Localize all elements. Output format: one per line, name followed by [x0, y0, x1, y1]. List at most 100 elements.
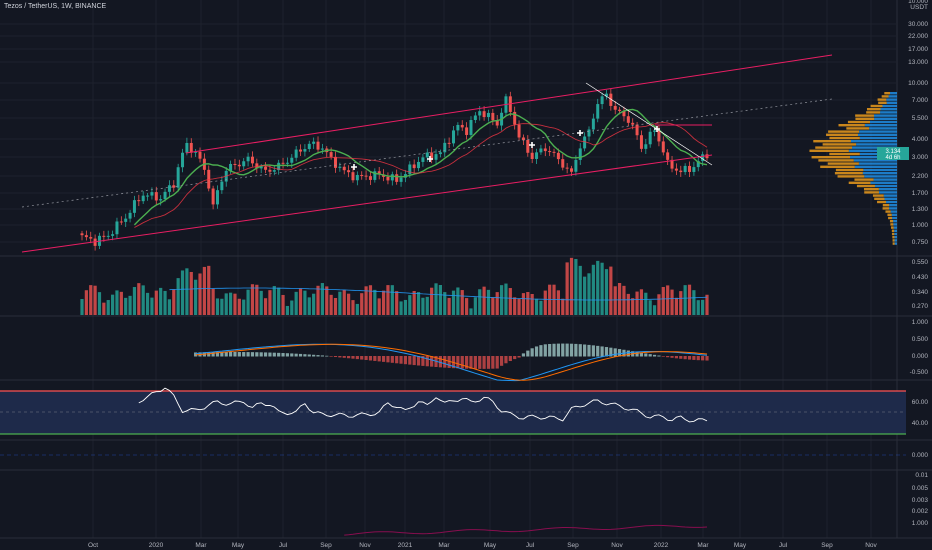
macd-histogram-bar — [613, 348, 617, 357]
volume-bar — [648, 300, 652, 315]
last-price-countdown: 4d 6h — [885, 155, 900, 161]
candle — [421, 157, 425, 162]
candle — [486, 112, 490, 118]
rsi-tick-label: 40.00 — [912, 420, 929, 427]
volume-bar — [460, 290, 464, 315]
macd-histogram-bar — [578, 344, 582, 357]
candle — [132, 200, 136, 213]
candle — [670, 159, 674, 169]
candle — [578, 148, 582, 160]
vp-bar-down — [857, 133, 897, 136]
vp-bar-up — [882, 207, 890, 210]
vp-bar-down — [894, 232, 897, 236]
candle — [583, 136, 587, 149]
vp-bar-down — [854, 165, 897, 168]
volume-bar — [259, 290, 263, 315]
candle — [159, 199, 163, 201]
vp-bar-up — [870, 104, 883, 108]
candle — [294, 149, 298, 158]
macd-histogram-bar — [692, 356, 696, 360]
macd-histogram-bar — [373, 356, 377, 361]
macd-histogram-bar — [342, 356, 346, 358]
volume-bar — [465, 298, 469, 315]
volume-bar — [622, 285, 626, 315]
candle — [609, 93, 613, 106]
rsi-band — [0, 391, 906, 434]
candle — [639, 135, 643, 149]
macd-tick-label: 0.500 — [912, 336, 929, 343]
candle — [377, 171, 381, 175]
macd-histogram-bar — [298, 353, 303, 357]
vp-bar-up — [874, 197, 885, 200]
price-tick-label: 1.700 — [912, 190, 929, 197]
volume-bar — [351, 300, 355, 315]
volume-bar — [224, 293, 228, 315]
candle — [552, 151, 556, 153]
macd-histogram-bar — [534, 346, 539, 357]
volume-bar — [215, 298, 220, 315]
vp-bar-down — [869, 127, 897, 130]
vp-bar-up — [835, 168, 864, 172]
macd-histogram-bar — [263, 352, 268, 357]
candle — [237, 164, 241, 167]
blank-indicator-tick-label: 0.000 — [912, 452, 929, 459]
candle — [482, 111, 486, 118]
macd-histogram-bar — [705, 356, 709, 361]
volume-bar — [373, 289, 377, 315]
candle — [303, 149, 307, 152]
price-axis-top-label: 10.000 — [908, 0, 928, 5]
candle — [89, 237, 93, 239]
macd-histogram-bar — [635, 351, 639, 357]
channel-midline — [21, 98, 833, 208]
macd-histogram-bar — [338, 356, 342, 358]
macd-histogram-bar — [425, 356, 429, 367]
volume-bar — [115, 290, 119, 315]
signal-line — [195, 343, 708, 381]
macd-histogram-bar — [609, 347, 613, 357]
candle — [443, 142, 447, 153]
volume-bar — [604, 269, 609, 315]
candle — [683, 165, 687, 173]
volume-bar — [508, 288, 512, 315]
volume-bar — [364, 286, 368, 315]
candle — [167, 185, 171, 192]
candle — [172, 185, 176, 188]
candle — [351, 172, 355, 181]
x-tick-label: 2020 — [149, 542, 164, 549]
volume-bar — [556, 290, 560, 315]
macd-histogram-bar — [543, 344, 547, 357]
candle — [329, 152, 333, 157]
macd-histogram-bar — [552, 343, 556, 357]
macd-histogram-bar — [639, 352, 644, 357]
vp-bar-up — [834, 172, 863, 175]
candle — [146, 195, 150, 197]
candle — [600, 96, 604, 105]
rsi-line — [138, 387, 708, 423]
macd-histogram-bar — [495, 356, 499, 369]
macd-histogram-bar — [255, 352, 259, 357]
macd-histogram-bar — [661, 356, 665, 357]
macd-histogram-bar — [211, 352, 215, 357]
volume-bar — [670, 289, 674, 315]
volume-bar — [320, 283, 324, 315]
macd-histogram-bar — [220, 352, 224, 357]
candle — [386, 176, 390, 181]
vp-bar-down — [878, 191, 897, 194]
volume-bar — [600, 262, 604, 315]
macd-histogram-bar — [591, 345, 595, 357]
candle — [657, 130, 661, 142]
candle — [111, 234, 115, 236]
x-tick-label: Mar — [195, 542, 207, 549]
vp-bar-down — [894, 239, 897, 242]
candle — [80, 233, 84, 236]
volume-bar — [679, 291, 683, 315]
candle — [469, 120, 473, 135]
volume-bar — [705, 294, 709, 315]
macd-histogram-bar — [679, 356, 683, 359]
macd-histogram-bar — [478, 356, 482, 369]
small-indicator-tick-label: 0.01 — [915, 472, 928, 479]
volume-bar — [338, 291, 342, 315]
candle — [465, 127, 469, 135]
